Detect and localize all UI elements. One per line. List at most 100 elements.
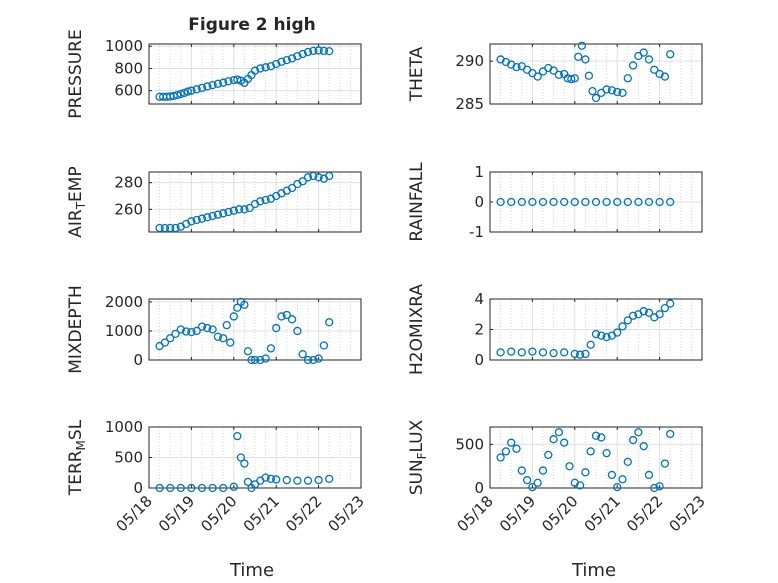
y-tick-label: 0 <box>133 479 143 497</box>
data-point <box>623 457 632 467</box>
data-point <box>303 476 313 485</box>
data-point <box>293 52 302 61</box>
data-point <box>256 355 265 365</box>
y-tick-label: 1 <box>474 163 484 181</box>
axes-box <box>148 43 362 105</box>
data-point <box>240 205 249 214</box>
data-point <box>166 483 175 493</box>
y-tick-label: 500 <box>455 435 484 453</box>
data-point <box>628 311 638 320</box>
data-point <box>623 197 632 207</box>
data-point <box>222 320 231 330</box>
data-point <box>628 435 638 445</box>
data-point <box>208 483 217 493</box>
data-point <box>575 481 585 490</box>
y-tick-label: 280 <box>114 174 143 192</box>
data-point <box>309 171 318 181</box>
data-point <box>240 300 249 309</box>
data-point <box>574 52 583 62</box>
data-point <box>533 72 542 81</box>
data-point <box>277 57 286 66</box>
data-point <box>256 64 265 73</box>
data-point <box>250 66 260 75</box>
axes-box <box>489 43 703 105</box>
data-point <box>538 466 548 475</box>
data-point <box>581 55 590 64</box>
data-point <box>303 47 313 57</box>
data-point <box>639 307 648 316</box>
data-point <box>507 438 516 447</box>
data-point <box>560 348 569 357</box>
data-point <box>496 348 505 357</box>
data-point <box>591 329 601 339</box>
data-point <box>293 326 302 336</box>
data-point <box>628 61 638 70</box>
data-point <box>261 473 270 482</box>
y-tick-label: 4 <box>474 290 484 308</box>
data-point <box>219 209 228 218</box>
data-point <box>655 310 664 319</box>
data-point <box>256 197 265 206</box>
data-point <box>549 348 558 358</box>
y-tick-label: 2000 <box>105 293 143 311</box>
y-tick-label: 500 <box>114 449 143 467</box>
data-point <box>287 54 297 63</box>
data-point <box>219 334 228 343</box>
data-point <box>581 349 590 359</box>
data-point <box>588 86 597 96</box>
data-point <box>634 197 643 207</box>
data-point <box>219 483 228 493</box>
data-point <box>666 197 675 207</box>
data-point <box>655 197 664 207</box>
y-axis-label: THETA <box>407 46 427 102</box>
data-point <box>591 93 601 103</box>
data-point <box>226 338 235 347</box>
data-point <box>266 344 276 353</box>
data-point <box>538 348 548 357</box>
y-tick-label: 1000 <box>105 37 143 55</box>
data-point <box>644 470 654 480</box>
data-point <box>243 477 253 487</box>
data-point <box>309 46 318 56</box>
data-point <box>602 448 611 458</box>
data-point <box>639 442 648 451</box>
data-point <box>325 47 334 56</box>
y-axis-label: TERRMSL <box>66 419 88 496</box>
data-point <box>528 197 537 207</box>
data-point <box>666 50 675 59</box>
data-point <box>187 483 196 493</box>
data-point <box>623 74 632 83</box>
data-point <box>567 74 576 84</box>
data-point <box>613 197 622 207</box>
y-axis-label: AIRTEMP <box>66 166 88 237</box>
data-point <box>229 206 238 215</box>
y-tick-label: 800 <box>114 59 143 77</box>
subplot-theta: 285 290 THETA <box>407 41 703 113</box>
data-point <box>213 79 223 88</box>
subplot-rainfall: -1 0 1 RAINFALL <box>407 162 703 242</box>
data-point <box>639 48 648 57</box>
data-point <box>314 475 323 485</box>
y-axis-label: SUNFLUX <box>407 419 429 495</box>
figure-title: Figure 2 high <box>188 15 316 35</box>
y-axis-label: PRESSURE <box>66 29 86 118</box>
data-point <box>243 347 253 356</box>
data-point <box>192 215 201 225</box>
data-point <box>575 350 585 359</box>
data-point <box>173 90 182 100</box>
data-point <box>247 355 256 365</box>
y-axis-label: RAINFALL <box>407 162 427 242</box>
data-point <box>187 86 196 95</box>
data-point <box>517 466 526 475</box>
y-tick-label: -1 <box>469 223 484 241</box>
data-point <box>282 55 291 65</box>
data-point <box>298 177 307 186</box>
data-point <box>192 85 201 94</box>
data-point <box>233 431 242 441</box>
data-point <box>577 41 587 50</box>
data-point <box>219 78 228 87</box>
data-point <box>618 88 627 98</box>
data-point <box>166 223 175 233</box>
